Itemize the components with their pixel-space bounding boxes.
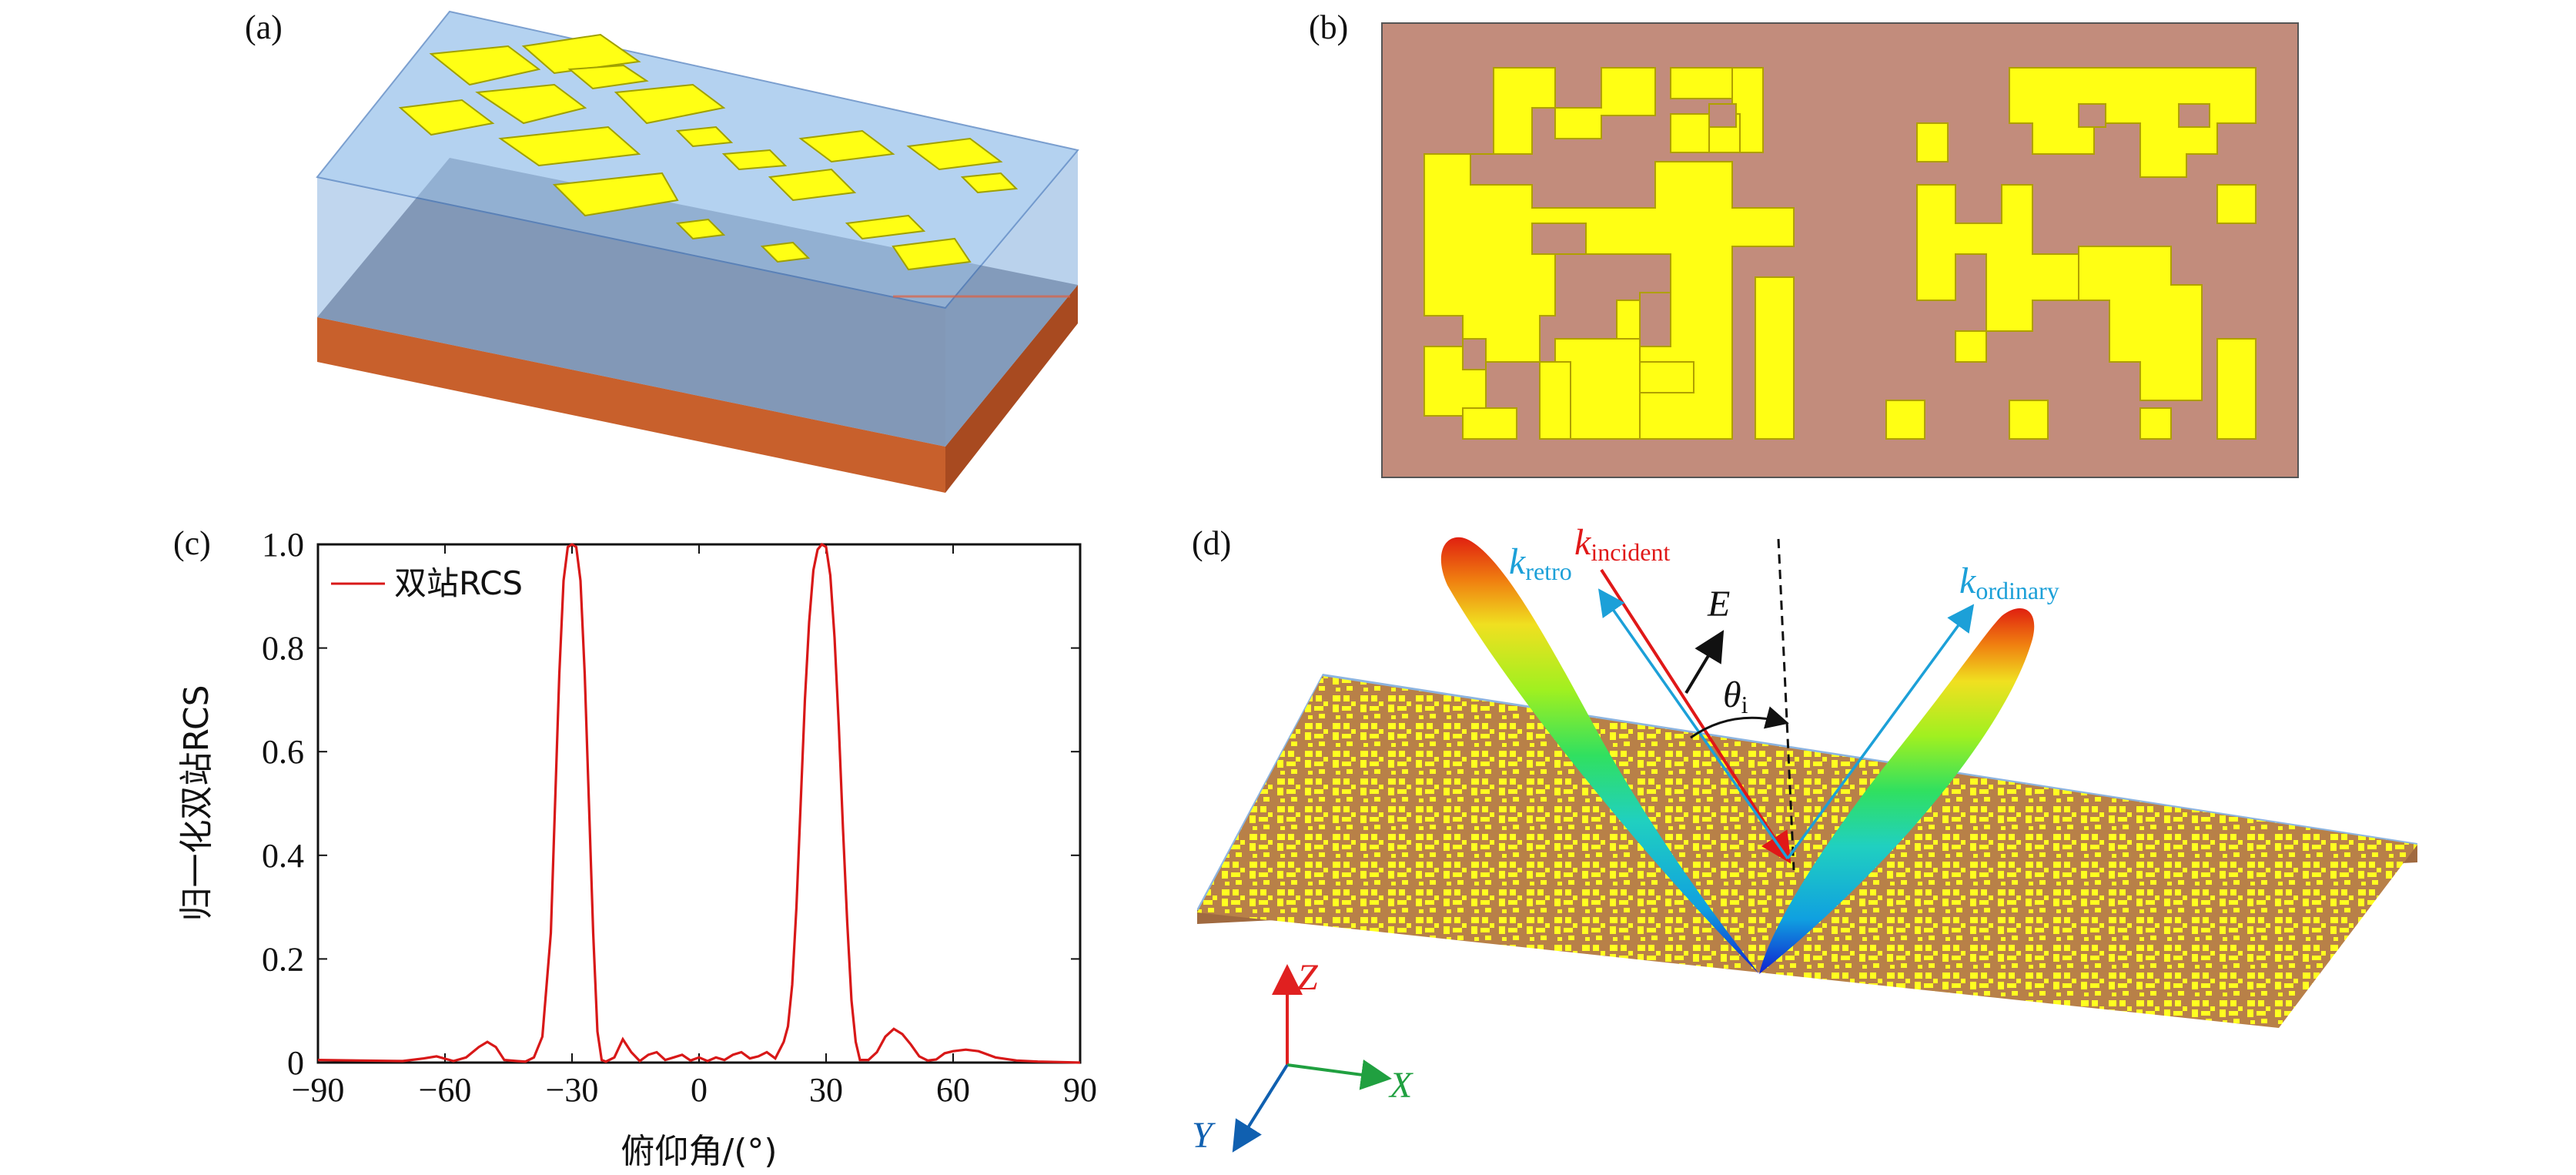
coordinate-axes: Z X Y [1192, 957, 1413, 1156]
retro-arrow [1597, 588, 1789, 860]
x-axis-label-3d: X [1388, 1065, 1413, 1106]
x-tick-label: −90 [292, 1071, 345, 1109]
e-field-arrow [1684, 630, 1725, 695]
y-tick-label: 0.8 [262, 630, 304, 668]
panel-a: (a) [245, 8, 1079, 493]
y-axis-label-3d: Y [1192, 1115, 1216, 1156]
x-tick-label: 30 [809, 1071, 843, 1109]
x-tick-label: −60 [419, 1071, 472, 1109]
radiation-lobes [1440, 537, 2035, 974]
x-axis-label: 俯仰角/(°) [621, 1132, 777, 1171]
k-incident-label: kincident [1574, 522, 1671, 566]
panel-b-label: (b) [1309, 8, 1348, 46]
x-tick-label: 60 [936, 1071, 970, 1109]
y-tick-label: 0.2 [262, 940, 304, 978]
surface-normal-line [1777, 538, 1795, 871]
panel-b: (b) [1309, 8, 2299, 478]
metasurface-plate [1197, 676, 2417, 1028]
y-axis-label: 归一化双站RCS [177, 685, 216, 921]
panel-d: (d) kincident kretro kordinary E θi [1192, 522, 2417, 1156]
legend-entry: 双站RCS [394, 564, 523, 602]
ordinary-lobe [1759, 608, 2035, 974]
plot-frame [316, 543, 1082, 1064]
k-retro-label: kretro [1509, 541, 1572, 585]
y-tick-label: 0.6 [262, 733, 304, 771]
panel-d-label: (d) [1192, 524, 1231, 562]
e-field-label: E [1707, 584, 1730, 624]
k-ordinary-label: kordinary [1959, 561, 2059, 604]
theta-arc [1690, 706, 1789, 739]
panel-c-label: (c) [173, 524, 211, 562]
dielectric-front-face [317, 177, 945, 447]
z-axis-label: Z [1297, 957, 1319, 998]
panel-a-label: (a) [245, 8, 283, 46]
chart-ticks: −90 −60 −30 0 30 60 90 0 0.2 0.4 0.6 0.8 1.0 [262, 526, 1097, 1109]
legend: 双站RCS [331, 564, 523, 602]
y-tick-label: 1.0 [262, 526, 304, 564]
dielectric-side-face [945, 150, 1078, 447]
x-tick-label: −30 [546, 1071, 599, 1109]
x-tick-label: 0 [691, 1071, 708, 1109]
substrate-holes-b [1462, 103, 2210, 370]
series-line-bistatic-rcs [317, 542, 1081, 1064]
ordinary-arrow [1786, 604, 1975, 860]
gold-patch-a [398, 33, 1019, 271]
gold-patch-b [1423, 67, 2257, 440]
x-axis [1286, 1059, 1392, 1090]
copper-ground-front [317, 317, 945, 493]
theta-label: θi [1723, 675, 1748, 718]
incident-arrow [1600, 568, 1791, 864]
retro-lobe [1440, 537, 1759, 974]
copper-ground-side [945, 285, 1078, 493]
y-tick-label: 0 [287, 1044, 304, 1082]
y-axis [1232, 1063, 1289, 1153]
x-tick-label: 90 [1063, 1071, 1097, 1109]
y-tick-label: 0.4 [262, 837, 304, 875]
panel-c: (c) −90 −60 −30 0 30 60 90 0 0.2 0.4 0.6 0.8 1.0 双站R… [173, 524, 1097, 1171]
